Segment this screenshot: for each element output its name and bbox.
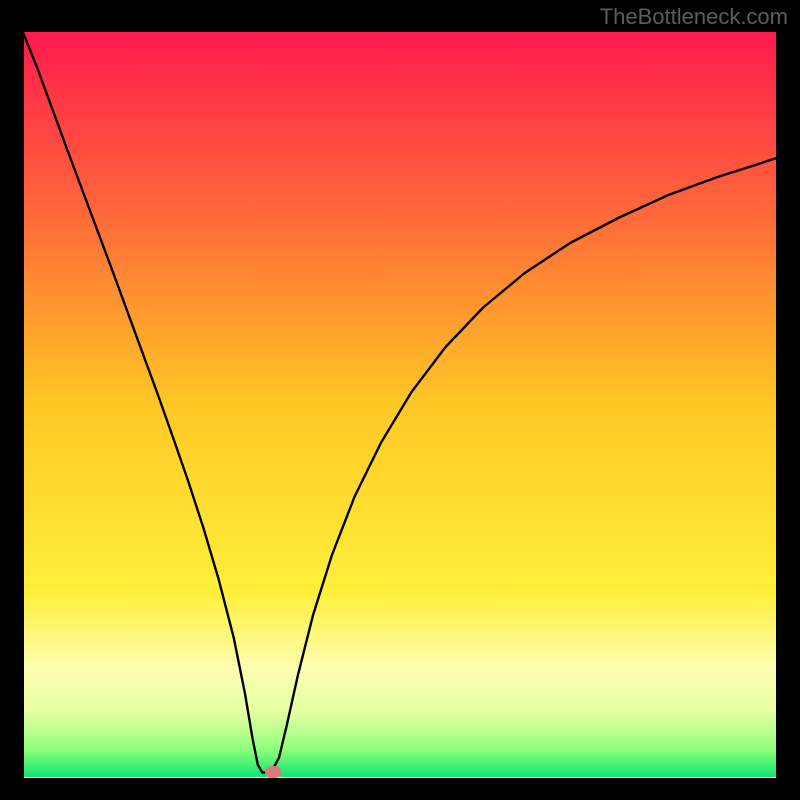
axis-baseline-tick (24, 777, 776, 778)
trough-marker (265, 766, 281, 778)
chart-stage: TheBottleneck.com (0, 0, 800, 800)
gradient-background (22, 30, 778, 780)
watermark-text: TheBottleneck.com (600, 4, 788, 30)
bottleneck-chart (22, 30, 778, 780)
